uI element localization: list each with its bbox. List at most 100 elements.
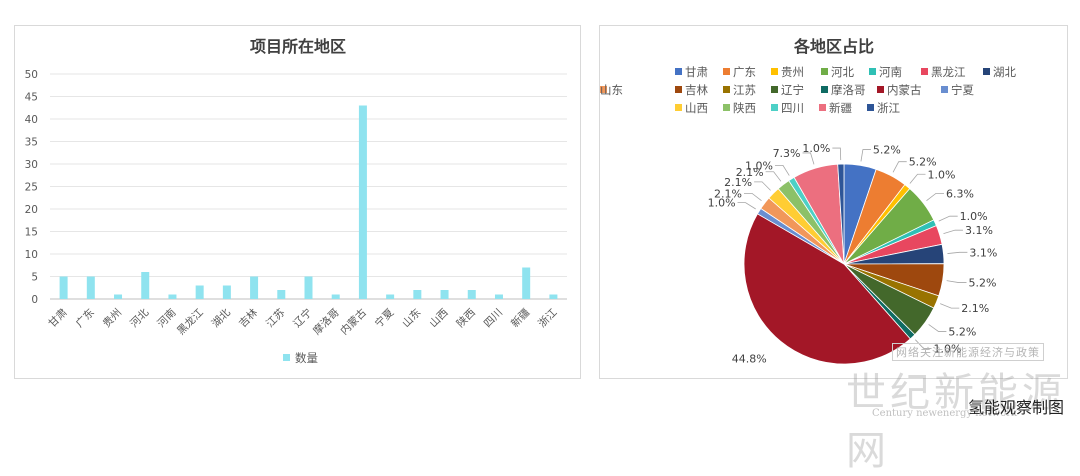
legend-swatch-吉林 [675,86,682,93]
legend-label-内蒙古: 内蒙古 [887,83,922,97]
legend-swatch-甘肃 [675,68,682,75]
leader-line [832,147,842,161]
bar-chart-title: 项目所在地区 [250,37,346,56]
y-tick-label: 15 [25,227,38,239]
bar-chart-panel: 项目所在地区 0 5 10 15 20 25 30 35 40 45 50 甘肃 广东 贵州 河北 河南 黑龙… [14,25,581,379]
x-category-label: 吉林 [236,306,260,330]
legend-label-浙江: 浙江 [877,101,900,115]
bar-辽宁 [304,276,313,299]
x-category-label: 四川 [482,307,505,330]
legend-label-四川: 四川 [781,101,804,115]
x-category-label: 广东 [73,306,97,330]
x-category-label: 贵州 [100,306,124,330]
bar-摩洛哥 [331,294,340,299]
bar-河北 [141,272,150,299]
legend-swatch-新疆 [819,104,826,111]
legend-swatch-宁夏 [941,86,948,93]
leader-line [754,181,771,191]
y-tick-label: 5 [31,272,38,284]
pie-data-label: 1.0% [708,197,736,210]
x-category-label: 宁夏 [372,306,396,330]
legend-swatch-陕西 [723,104,730,111]
bar-广东 [86,276,95,299]
legend-label-陕西: 陕西 [733,101,756,115]
bar-内蒙古 [358,105,367,299]
x-category-label: 河南 [155,306,179,330]
watermark-tagline: 网络关注新能源经济与政策 [892,343,1044,361]
leader-line [743,192,762,201]
pie-data-label: 5.2% [969,277,997,290]
pie-data-label: 2.1% [736,166,764,179]
legend-swatch-摩洛哥 [821,86,828,93]
legend-label-黑龙江: 黑龙江 [931,65,966,79]
bar-山东 [413,290,422,299]
x-category-label: 新疆 [508,306,532,330]
pie-chart-panel: 各地区占比 甘肃 广东 贵州 河北 河南 黑龙江 湖北 吉林 江苏 辽宁 摩洛哥 内蒙古 宁夏 山东 山西 陕… [599,25,1068,379]
x-category-label: 浙江 [536,306,560,330]
pie-data-label: 44.8% [732,352,767,365]
bar-chart: 项目所在地区 0 5 10 15 20 25 30 35 40 45 50 甘肃 广东 贵州 河北 河南黑龙… [25,37,567,365]
pie-data-label: 1.0% [960,210,988,223]
legend-swatch-山西 [675,104,682,111]
x-category-label: 内蒙古 [338,306,369,337]
y-tick-label: 35 [25,137,38,149]
x-category-label: 山西 [427,307,450,330]
legend-label-河南: 河南 [879,65,902,79]
leader-line [892,161,907,173]
legend-label-宁夏: 宁夏 [951,83,974,97]
legend-swatch-江苏 [723,86,730,93]
bar-山西 [440,290,449,299]
y-tick-label: 45 [25,92,38,104]
x-category-label: 黑龙江 [174,306,206,338]
x-category-label: 山东 [399,306,423,330]
watermark-english: Century newenergy network [872,408,1018,419]
legend-label-摩洛哥: 摩洛哥 [831,83,866,97]
x-category-label: 摩洛哥 [310,306,341,337]
legend-label-甘肃: 甘肃 [685,65,708,79]
bar-新疆 [522,267,531,299]
legend-label-山东: 山东 [600,83,623,97]
y-tick-label: 20 [25,204,38,216]
bar-贵州 [114,294,123,299]
legend-label-辽宁: 辽宁 [781,83,804,97]
leader-line [774,164,790,176]
y-tick-label: 50 [25,69,38,81]
legend-label-quantity: 数量 [295,351,318,365]
leader-line [926,192,945,201]
pie-data-label: 2.1% [961,302,989,315]
y-tick-label: 0 [31,294,38,306]
legend-label-河北: 河北 [831,65,854,79]
legend-swatch-湖北 [983,68,990,75]
bar-黑龙江 [195,285,204,299]
x-category-label: 湖北 [210,306,234,330]
leader-line [943,229,963,235]
y-tick-label: 40 [25,114,38,126]
x-category-label: 河北 [128,306,152,330]
pie-data-label: 7.3% [773,147,801,160]
leader-line [947,251,968,254]
x-category-label: 甘肃 [46,306,70,330]
legend-label-江苏: 江苏 [733,83,756,97]
legend-swatch-贵州 [771,68,778,75]
x-category-label: 陕西 [454,306,478,330]
legend-swatch-山东 [600,86,607,93]
y-tick-label: 10 [25,249,38,261]
legend-swatch-河南 [869,68,876,75]
legend-label-广东: 广东 [733,65,756,79]
leader-line [938,215,958,222]
leader-line [909,173,926,184]
legend-swatch-辽宁 [771,86,778,93]
bar-陕西 [467,290,476,299]
pie-data-label: 3.1% [969,246,997,259]
legend-label-湖北: 湖北 [993,65,1016,79]
legend-label-吉林: 吉林 [685,83,708,97]
x-category-label: 江苏 [263,306,287,330]
legend-swatch-四川 [771,104,778,111]
pie-data-label: 2.1% [714,187,742,200]
legend-swatch-quantity [283,354,290,361]
bar-宁夏 [386,294,395,299]
bar-江苏 [277,290,286,299]
pie-data-label: 5.2% [909,156,937,169]
bar-甘肃 [59,276,68,299]
legend-label-山西: 山西 [685,101,708,115]
